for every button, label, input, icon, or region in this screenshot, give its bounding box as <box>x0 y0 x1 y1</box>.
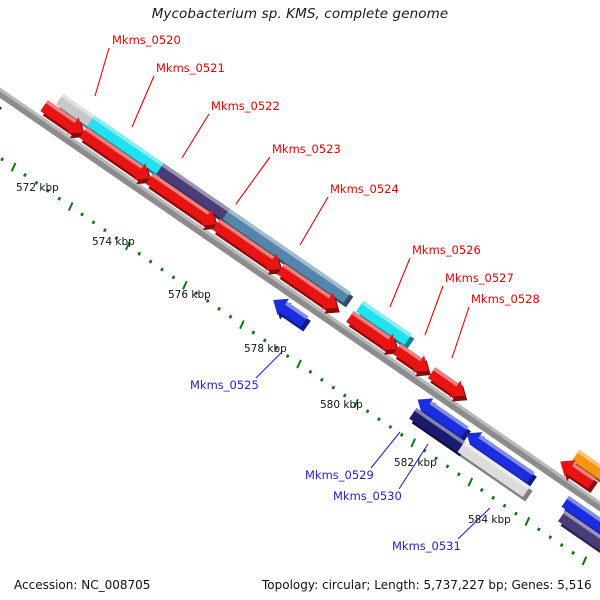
gene-feature[interactable] <box>457 441 533 502</box>
gene-label-mkms_0522[interactable]: Mkms_0522 <box>211 99 280 113</box>
gene-feature[interactable] <box>79 127 153 185</box>
topology-text: Topology: circular; Length: 5,737,227 bp… <box>262 578 592 592</box>
gene-feature-layer <box>0 74 600 566</box>
gene-label-mkms_0528[interactable]: Mkms_0528 <box>471 292 540 306</box>
gene-feature[interactable] <box>273 298 311 332</box>
gene-feature[interactable] <box>346 311 400 355</box>
gene-label-mkms_0529[interactable]: Mkms_0529 <box>305 468 374 482</box>
gene-feature[interactable] <box>427 367 468 402</box>
gene-feature[interactable] <box>356 300 415 350</box>
axis-tick-label: 584 kbp <box>468 514 511 526</box>
accession-text: Accession: NC_008705 <box>14 578 151 592</box>
gene-label-mkms_0521[interactable]: Mkms_0521 <box>156 61 225 75</box>
axis-tick-label: 578 kbp <box>244 343 287 355</box>
gene-feature[interactable] <box>466 432 537 488</box>
coordinate-ruler-dashes <box>0 157 588 566</box>
axis-tick-label: 574 kbp <box>92 236 135 248</box>
axis-tick-label: 580 kbp <box>320 399 363 411</box>
gene-feature[interactable] <box>55 93 98 131</box>
gene-feature[interactable] <box>393 343 431 377</box>
gene-feature[interactable] <box>409 407 468 457</box>
gene-feature[interactable] <box>0 74 2 119</box>
gene-feature[interactable] <box>557 510 600 566</box>
gene-feature[interactable] <box>156 163 233 224</box>
gene-label-mkms_0523[interactable]: Mkms_0523 <box>272 142 341 156</box>
gene-label-mkms_0531[interactable]: Mkms_0531 <box>392 539 461 553</box>
axis-tick-label: 576 kbp <box>168 289 211 301</box>
gene-feature[interactable] <box>87 115 167 179</box>
genome-axis-line <box>0 87 600 512</box>
gene-feature[interactable] <box>40 100 86 139</box>
gene-label-mkms_0525[interactable]: Mkms_0525 <box>190 378 259 392</box>
gene-feature[interactable] <box>561 496 600 552</box>
gene-label-mkms_0530[interactable]: Mkms_0530 <box>333 489 402 503</box>
gene-feature[interactable] <box>572 449 600 487</box>
page-title: Mycobacterium sp. KMS, complete genome <box>151 6 449 22</box>
gene-feature[interactable] <box>277 263 340 314</box>
gene-feature[interactable] <box>560 460 598 494</box>
gene-feature[interactable] <box>222 208 299 270</box>
gene-label-mkms_0526[interactable]: Mkms_0526 <box>412 243 481 257</box>
gene-label-mkms_0524[interactable]: Mkms_0524 <box>330 182 399 196</box>
gene-feature[interactable] <box>145 172 219 231</box>
axis-tick-label: 572 kbp <box>16 182 59 194</box>
gene-feature[interactable] <box>417 398 471 442</box>
gene-label-mkms_0520[interactable]: Mkms_0520 <box>112 33 181 47</box>
status-bar: Accession: NC_008705 Topology: circular;… <box>0 570 600 600</box>
gene-feature[interactable] <box>212 218 284 275</box>
axis-tick-label: 582 kbp <box>394 457 437 469</box>
gene-label-leader-lines <box>94 47 491 540</box>
gene-feature[interactable] <box>288 254 354 308</box>
gene-label-mkms_0527[interactable]: Mkms_0527 <box>445 271 514 285</box>
